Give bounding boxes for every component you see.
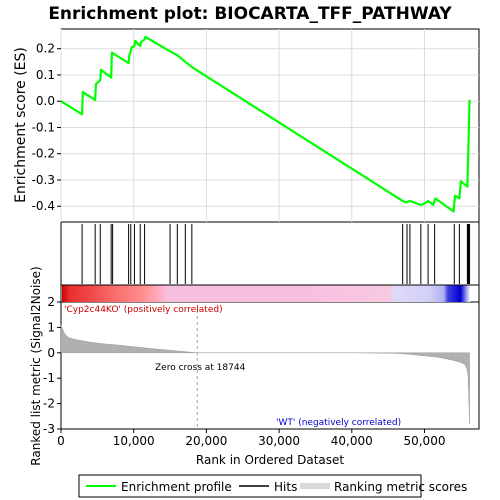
ranking-metric-fill <box>60 324 470 424</box>
es-y-tick-label: 0.1 <box>36 68 55 82</box>
rank-y-axis-label: Ranked list metric (Signal2Noise) <box>29 266 43 465</box>
hit-marks <box>81 224 471 284</box>
rank-y-ticks: 2 1 0 -1 -2 -3 <box>43 295 61 436</box>
rank-y-tick-label: 1 <box>47 320 55 334</box>
es-y-tick-label: -0.1 <box>32 120 55 134</box>
rank-y-tick-label: 0 <box>47 346 55 360</box>
rank-y-tick-label: -3 <box>43 422 55 436</box>
rank-y-tick-label: 2 <box>47 295 55 309</box>
ranking-metric-area <box>60 310 470 429</box>
es-y-tick-label: 0.0 <box>36 94 55 108</box>
legend-profile-label: Enrichment profile <box>121 480 232 494</box>
rank-y-tick-label: -2 <box>43 397 55 411</box>
x-tick-label: 20,000 <box>185 434 227 448</box>
x-tick-label: 0 <box>57 434 65 448</box>
x-tick-label: 50,000 <box>403 434 445 448</box>
x-tick-label: 10,000 <box>113 434 155 448</box>
rank-color-strip <box>62 285 471 302</box>
es-y-tick-label: 0.2 <box>36 42 55 56</box>
legend: Enrichment profile Hits Ranking metric s… <box>78 474 467 498</box>
es-y-tick-label: -0.4 <box>32 199 55 213</box>
rank-y-tick-label: -1 <box>43 371 55 385</box>
x-tick-label: 30,000 <box>258 434 300 448</box>
positive-correlation-label: 'Cyp2c44KO' (positively correlated) <box>64 305 223 315</box>
chart-title: Enrichment plot: BIOCARTA_TFF_PATHWAY <box>48 4 452 24</box>
x-axis-ticks: 0 10,000 20,000 30,000 40,000 50,000 <box>57 429 445 448</box>
ranking-panel-frame <box>60 301 480 430</box>
enrichment-profile-line <box>60 35 471 213</box>
enrichment-profile <box>60 35 471 213</box>
es-y-axis-label: Enrichment score (ES) <box>13 47 29 203</box>
zero-cross-label: Zero cross at 18744 <box>155 363 246 373</box>
negative-correlation-label: 'WT' (negatively correlated) <box>276 418 401 428</box>
x-axis-label: Rank in Ordered Dataset <box>196 453 344 467</box>
es-y-tick-label: -0.2 <box>32 147 55 161</box>
x-tick-label: 40,000 <box>331 434 373 448</box>
legend-hits-label: Hits <box>274 480 297 494</box>
es-y-ticks: 0.2 0.1 0.0 -0.1 -0.2 -0.3 -0.4 <box>32 42 61 213</box>
es-y-tick-label: -0.3 <box>32 173 55 187</box>
legend-ranking-label: Ranking metric scores <box>334 480 467 494</box>
es-panel-frame <box>60 28 480 223</box>
rank-color-bar <box>61 284 479 302</box>
